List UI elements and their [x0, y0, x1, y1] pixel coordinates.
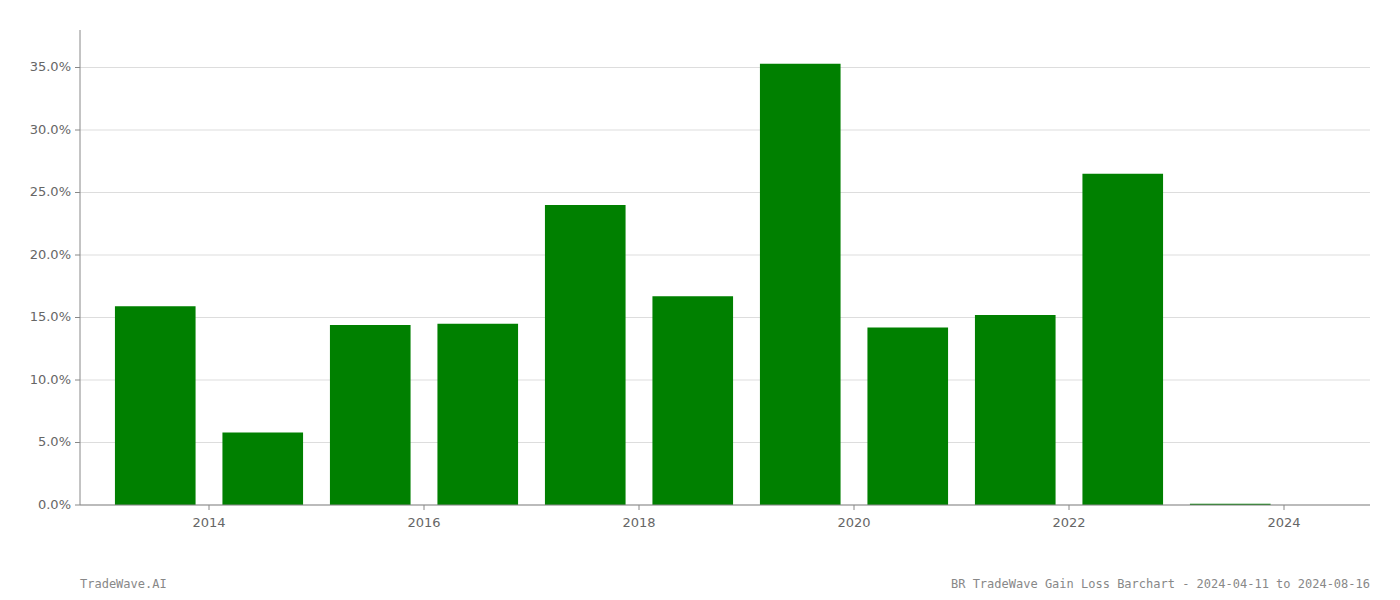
bar	[115, 306, 196, 505]
bar	[1082, 174, 1163, 505]
y-tick	[75, 255, 80, 256]
y-tick-label: 0.0%	[38, 497, 71, 512]
grid	[80, 68, 1370, 506]
y-tick	[75, 317, 80, 318]
bar	[760, 64, 841, 505]
bar	[652, 296, 733, 505]
y-tick-label: 5.0%	[38, 434, 71, 449]
y-tick	[75, 130, 80, 131]
grid-line	[80, 192, 1370, 193]
x-tick-label: 2016	[407, 515, 440, 530]
footer-text: TradeWave.AI	[80, 577, 167, 591]
grid-line	[80, 130, 1370, 131]
y-tick	[75, 192, 80, 193]
y-tick	[75, 505, 80, 506]
y-tick	[75, 380, 80, 381]
y-tick-label: 15.0%	[30, 309, 71, 324]
footer-text: BR TradeWave Gain Loss Barchart - 2024-0…	[951, 577, 1370, 591]
x-tick-label: 2022	[1052, 515, 1085, 530]
x-tick	[209, 505, 210, 510]
bar	[975, 315, 1056, 505]
bar	[545, 205, 626, 505]
page: {"chart_data": { "type": "bar", "x": [20…	[0, 0, 1400, 600]
grid-line	[80, 505, 1370, 506]
y-tick-label: 10.0%	[30, 372, 71, 387]
x-tick	[1284, 505, 1285, 510]
chart: 0.0% 5.0% 10.0% 15.0% 20.0% 25.0% 30.0% 35.0% 20…	[0, 0, 1400, 600]
axes: 0.0% 5.0% 10.0% 15.0% 20.0% 25.0% 30.0% 35.0% 20…	[30, 30, 1370, 530]
bar	[222, 433, 303, 506]
grid-line	[80, 255, 1370, 256]
grid-line	[80, 67, 1370, 68]
y-tick-label: 20.0%	[30, 247, 71, 262]
bars	[115, 64, 1271, 505]
x-tick-label: 2018	[622, 515, 655, 530]
x-tick	[854, 505, 855, 510]
footer: TradeWave.AI BR TradeWave Gain Loss Barch…	[80, 577, 1370, 591]
x-tick-label: 2024	[1267, 515, 1300, 530]
x-tick-label: 2014	[192, 515, 225, 530]
y-tick	[75, 442, 80, 443]
bar	[330, 325, 411, 505]
x-tick-label: 2020	[837, 515, 870, 530]
x-tick	[1069, 505, 1070, 510]
bar	[437, 324, 518, 505]
x-axis-line	[80, 505, 1370, 506]
x-tick	[424, 505, 425, 510]
bar	[867, 328, 948, 506]
x-tick	[639, 505, 640, 510]
y-axis-line	[80, 30, 81, 505]
y-tick	[75, 67, 80, 68]
y-tick-label: 25.0%	[30, 184, 71, 199]
y-tick-label: 35.0%	[30, 59, 71, 74]
y-tick-label: 30.0%	[30, 122, 71, 137]
